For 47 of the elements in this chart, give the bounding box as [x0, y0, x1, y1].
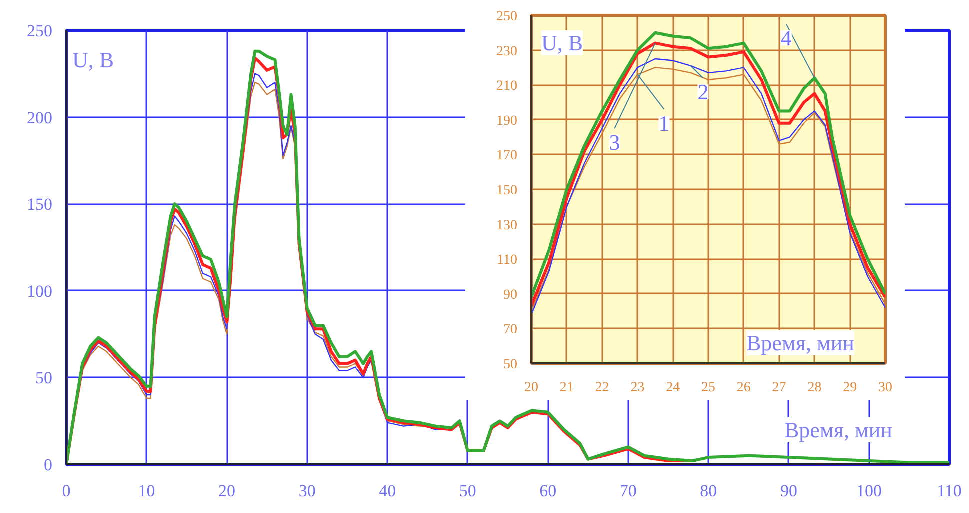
- x-tick-label: 20: [524, 380, 538, 396]
- x-tick-label: 24: [666, 380, 680, 396]
- y-tick-label: 250: [27, 22, 52, 40]
- x-tick-label: 25: [702, 380, 716, 396]
- x-axis-title: Время, мин: [784, 418, 893, 442]
- x-tick-label: 0: [62, 482, 71, 500]
- x-tick-label: 20: [218, 482, 236, 500]
- y-tick-label: 70: [504, 322, 518, 338]
- x-tick-label: 23: [630, 380, 645, 396]
- y-tick-label: 190: [496, 114, 518, 129]
- series-label: 4: [780, 26, 792, 51]
- y-tick-label: 0: [44, 456, 52, 474]
- y-axis-title: U, В: [72, 48, 114, 72]
- y-tick-label: 100: [27, 282, 52, 301]
- series-label: 1: [658, 110, 670, 136]
- x-tick-label: 26: [736, 380, 751, 396]
- x-tick-label: 40: [379, 482, 396, 500]
- series-label: 3: [609, 130, 620, 156]
- x-axis-title: Время, мин: [746, 330, 855, 356]
- x-tick-label: 60: [540, 482, 557, 500]
- y-tick-label: 110: [497, 253, 518, 268]
- x-tick-label: 30: [878, 380, 892, 396]
- x-tick-label: 70: [620, 482, 637, 500]
- x-tick-label: 30: [298, 482, 316, 500]
- y-tick-label: 250: [496, 10, 518, 24]
- x-tick-label: 29: [843, 380, 858, 396]
- x-tick-label: 100: [856, 482, 882, 500]
- y-tick-label: 150: [496, 184, 518, 198]
- y-tick-label: 150: [27, 195, 52, 214]
- x-tick-label: 22: [595, 380, 610, 396]
- x-tick-label: 80: [700, 482, 718, 500]
- y-axis-title: U, В: [542, 30, 584, 56]
- series-label: 2: [698, 80, 709, 105]
- x-tick-label: 27: [772, 380, 786, 396]
- x-tick-label: 90: [780, 482, 798, 500]
- y-tick-label: 50: [504, 358, 518, 372]
- y-tick-label: 170: [496, 148, 518, 164]
- y-tick-label: 90: [504, 288, 518, 303]
- x-tick-label: 28: [808, 380, 822, 396]
- y-tick-label: 130: [496, 218, 518, 234]
- y-tick-label: 200: [27, 108, 52, 128]
- x-tick-label: 110: [937, 482, 962, 500]
- x-tick-label: 10: [138, 482, 156, 500]
- y-tick-label: 230: [496, 44, 518, 60]
- y-tick-label: 210: [496, 79, 518, 94]
- x-tick-label: 21: [560, 380, 574, 396]
- x-tick-label: 50: [459, 482, 476, 500]
